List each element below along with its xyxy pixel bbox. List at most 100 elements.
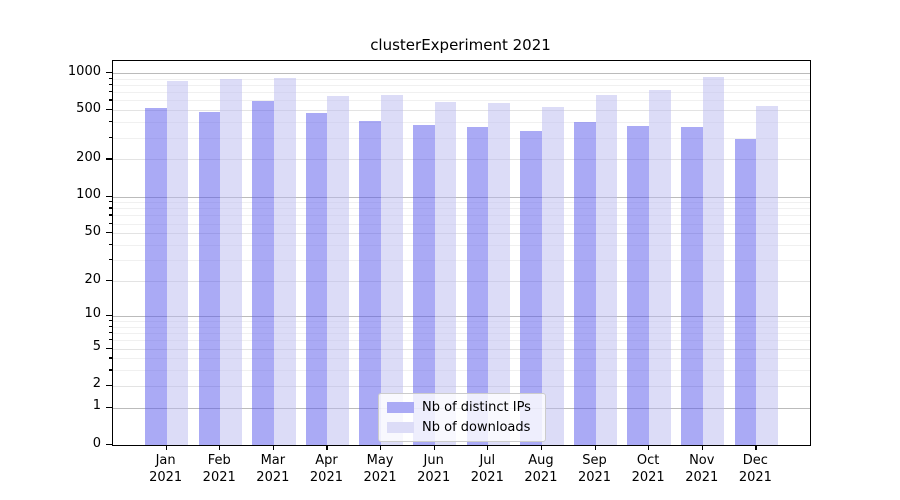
x-tick-label: Sep 2021 (565, 452, 625, 486)
y-tick-label: 2 (92, 376, 101, 392)
x-tick-month: Mar (260, 453, 286, 468)
x-tick-year: 2021 (309, 470, 343, 485)
bar-distinct-ips (198, 111, 221, 445)
y-gridline-minor (113, 370, 810, 372)
y-axis-tick (106, 232, 112, 234)
x-tick-year: 2021 (149, 470, 183, 485)
x-axis-tick (165, 445, 167, 450)
y-gridline-major (113, 196, 810, 198)
y-axis-minor-tick (108, 214, 112, 216)
y-gridline-minor (113, 110, 810, 112)
y-axis-tick (106, 280, 112, 282)
y-gridline-minor (113, 85, 810, 86)
chart-title: clusterExperiment 2021 (370, 36, 551, 54)
x-tick-month: Sep (582, 453, 607, 468)
x-tick-year: 2021 (470, 470, 504, 485)
y-gridline-minor (113, 122, 810, 124)
x-axis-tick (540, 445, 543, 450)
x-tick-label: Dec 2021 (725, 452, 785, 486)
y-axis-tick (106, 158, 112, 160)
y-gridline-minor (113, 245, 810, 247)
y-axis-minor-tick (108, 357, 112, 359)
bar-downloads (220, 79, 242, 445)
bar-distinct-ips (734, 138, 757, 445)
y-tick-label: 0 (92, 435, 101, 451)
bar-downloads (649, 89, 671, 445)
bar-downloads (166, 80, 189, 445)
y-gridline-minor (113, 358, 810, 360)
bar-distinct-ips (412, 125, 435, 445)
x-tick-year: 2021 (363, 470, 397, 485)
bar-downloads (488, 102, 510, 445)
x-tick-year: 2021 (256, 470, 290, 485)
y-tick-label: 5 (92, 339, 101, 355)
bar-distinct-ips (520, 130, 542, 445)
legend-label: Nb of downloads (422, 420, 531, 435)
y-axis-minor-tick (108, 84, 112, 86)
x-axis-tick (701, 445, 703, 450)
y-tick-label: 200 (76, 149, 101, 165)
x-tick-month: Oct (636, 453, 660, 468)
y-axis-minor-tick (108, 207, 112, 209)
bar-distinct-ips (144, 108, 167, 445)
y-axis-tick (106, 406, 112, 408)
x-tick-label: Jun 2021 (404, 452, 464, 486)
bar-downloads (541, 107, 564, 445)
legend-entry: Nb of downloads (387, 420, 537, 435)
x-tick-month: Jul (479, 453, 496, 468)
y-axis-minor-tick (108, 91, 112, 93)
y-axis-tick (106, 444, 112, 446)
y-axis-minor-tick (108, 136, 112, 138)
y-axis-minor-tick (108, 325, 112, 327)
y-gridline-minor (113, 333, 810, 335)
y-axis-minor-tick (108, 339, 112, 341)
y-axis-minor-tick (108, 259, 112, 261)
bar-distinct-ips (359, 121, 382, 445)
y-tick-label: 50 (84, 223, 101, 239)
legend-swatch-bar-downloads (387, 422, 414, 433)
y-axis-minor-tick (108, 369, 112, 371)
x-tick-month: Feb (207, 453, 231, 468)
bar-downloads (327, 96, 350, 445)
x-axis-tick (326, 445, 328, 450)
legend: Nb of distinct IPs Nb of downloads (378, 393, 546, 442)
y-gridline-minor (113, 92, 810, 94)
bar-distinct-ips (627, 126, 650, 445)
y-gridline-major (113, 73, 810, 74)
y-gridline-minor (113, 215, 810, 217)
y-tick-label: 100 (76, 187, 101, 202)
y-gridline-minor (113, 78, 810, 80)
x-axis-tick (272, 445, 275, 450)
bar-downloads (434, 102, 457, 445)
y-axis-minor-tick (108, 320, 112, 322)
y-axis-minor-tick (108, 77, 112, 79)
y-axis-minor-tick (108, 99, 112, 101)
bar-distinct-ips (466, 126, 489, 445)
y-axis-minor-tick (108, 244, 112, 246)
y-tick-label: 20 (84, 271, 101, 287)
y-gridline-minor (113, 326, 810, 328)
y-axis-tick (106, 347, 112, 349)
x-tick-label: Nov 2021 (672, 452, 732, 486)
y-axis-tick (106, 109, 112, 111)
x-tick-month: Aug (528, 453, 554, 468)
x-tick-label: Mar 2021 (243, 452, 303, 486)
y-axis-tick (106, 384, 112, 387)
bar-downloads (273, 77, 296, 445)
bar-downloads (702, 76, 725, 445)
y-gridline-minor (113, 202, 810, 204)
x-tick-year: 2021 (685, 470, 719, 485)
y-gridline-minor (113, 208, 810, 210)
bar-downloads (381, 94, 403, 445)
bar-distinct-ips (681, 126, 703, 445)
y-gridline-minor (113, 385, 810, 387)
y-tick-label: 1000 (67, 63, 101, 79)
x-tick-year: 2021 (202, 470, 236, 485)
x-tick-label: Jul 2021 (457, 452, 517, 486)
legend-entry: Nb of distinct IPs (387, 400, 537, 415)
x-tick-month: Jun (423, 453, 444, 468)
y-gridline-major (113, 315, 810, 317)
y-gridline-minor (113, 137, 810, 139)
x-axis-tick (648, 445, 650, 450)
